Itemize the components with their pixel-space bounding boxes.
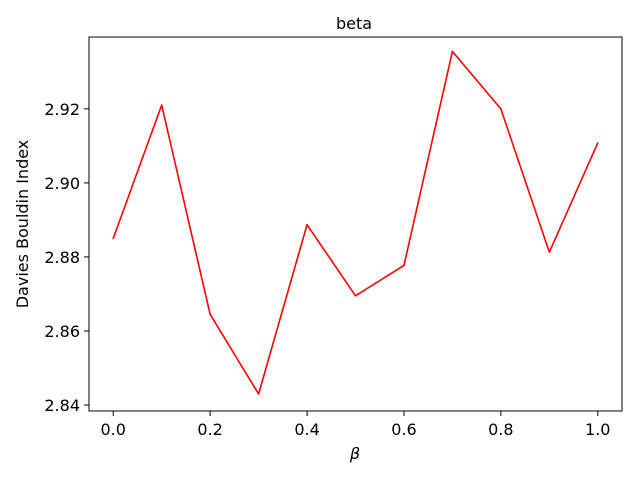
- x-tick-label: 0.8: [488, 420, 513, 439]
- data-point: [257, 393, 260, 395]
- data-point: [451, 50, 454, 53]
- x-tick-label: 0.4: [294, 420, 319, 439]
- x-tick-label: 0.0: [101, 420, 126, 439]
- y-axis-ticks: 2.84 2.86 2.88 2.90 2.92: [44, 100, 89, 415]
- data-point: [160, 104, 163, 106]
- y-tick-label: 2.86: [44, 322, 80, 341]
- y-tick-label: 2.84: [44, 396, 80, 415]
- data-point: [548, 251, 551, 253]
- x-axis-label: β: [349, 444, 360, 463]
- data-point: [403, 264, 405, 267]
- data-point: [354, 295, 357, 297]
- plot-area-frame: [88, 36, 623, 412]
- y-axis-label: Davies Bouldin Index: [13, 140, 32, 309]
- y-tick-label: 2.92: [44, 100, 80, 119]
- series-layer: [112, 50, 599, 395]
- x-tick-label: 0.2: [197, 420, 222, 439]
- data-point: [596, 142, 599, 144]
- x-tick-label: 0.6: [391, 420, 416, 439]
- data-point: [209, 313, 211, 316]
- data-point: [306, 223, 308, 226]
- y-tick-label: 2.88: [44, 248, 80, 267]
- data-point: [112, 237, 115, 240]
- x-tick-label: 1.0: [585, 420, 610, 439]
- y-tick-label: 2.90: [44, 174, 80, 193]
- data-point: [500, 108, 502, 110]
- x-axis-ticks: 0.0 0.2 0.4 0.6 0.8 1.0: [101, 411, 610, 439]
- chart-title: beta: [336, 14, 372, 33]
